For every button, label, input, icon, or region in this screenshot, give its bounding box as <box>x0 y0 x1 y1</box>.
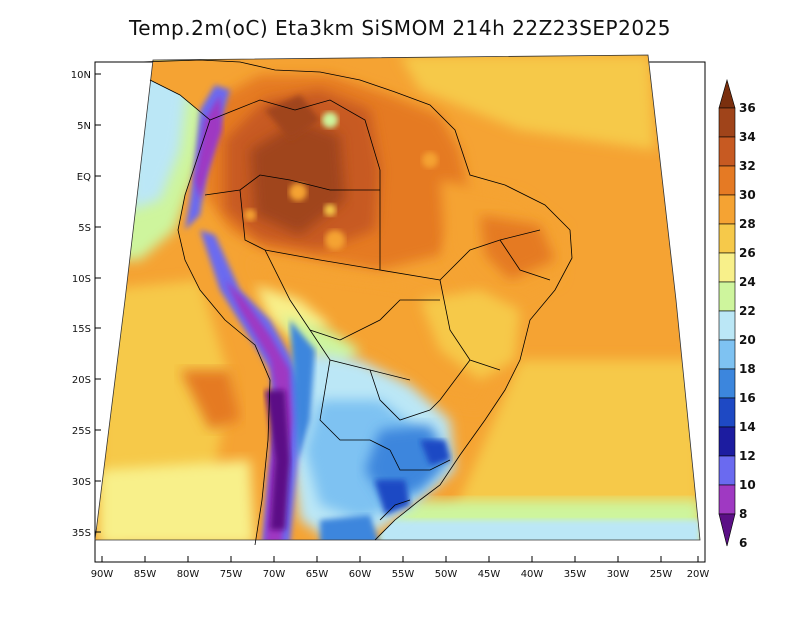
lon-label: 85W <box>134 569 157 580</box>
colorbar-label: 14 <box>739 420 756 434</box>
colorbar-swatch <box>718 397 736 428</box>
lon-label: 60W <box>349 569 372 580</box>
colorbar-label: 32 <box>739 159 756 173</box>
colorbar-label: 36 <box>739 101 756 115</box>
lon-label: 55W <box>392 569 415 580</box>
colorbar-label: 34 <box>739 130 756 144</box>
colorbar-label: 24 <box>739 275 756 289</box>
lon-label: 40W <box>521 569 544 580</box>
colorbar: 36 34 32 30 28 26 24 22 20 18 16 14 12 10 8 6 <box>718 78 756 550</box>
axes <box>95 73 699 562</box>
colorbar-swatch <box>718 252 736 283</box>
lon-label: 30W <box>607 569 630 580</box>
colorbar-swatch <box>718 107 736 138</box>
temperature-field <box>95 55 700 540</box>
colorbar-label: 18 <box>739 362 756 376</box>
lon-label: 20W <box>687 569 710 580</box>
colorbar-label: 6 <box>739 536 747 550</box>
colorbar-label: 20 <box>739 333 756 347</box>
colorbar-label: 26 <box>739 246 756 260</box>
colorbar-swatch <box>718 455 736 486</box>
lat-label: 5N <box>77 121 91 132</box>
lon-label: 65W <box>306 569 329 580</box>
lat-label: 25S <box>72 426 91 437</box>
colorbar-label: 16 <box>739 391 756 405</box>
lon-label: 90W <box>91 569 114 580</box>
colorbar-label: 10 <box>739 478 756 492</box>
lon-label: 80W <box>177 569 200 580</box>
colorbar-swatch <box>718 281 736 312</box>
colorbar-swatch <box>718 136 736 167</box>
lon-label: 35W <box>564 569 587 580</box>
colorbar-arrow-bottom <box>718 513 736 547</box>
lat-label: 35S <box>72 528 91 539</box>
colorbar-label: 22 <box>739 304 756 318</box>
lat-label: 5S <box>78 223 91 234</box>
lat-label: EQ <box>77 172 91 183</box>
colorbar-swatch <box>718 426 736 457</box>
lat-label: 15S <box>72 324 91 335</box>
lon-label: 70W <box>263 569 286 580</box>
domain-boundary <box>94 54 701 541</box>
colorbar-label: 8 <box>739 507 747 521</box>
colorbar-swatch <box>718 484 736 515</box>
colorbar-swatch <box>718 368 736 399</box>
lat-label: 20S <box>72 375 91 386</box>
colorbar-swatch <box>718 310 736 341</box>
lat-label: 30S <box>72 477 91 488</box>
lon-label: 25W <box>650 569 673 580</box>
lat-label: 10S <box>72 274 91 285</box>
lon-label: 50W <box>435 569 458 580</box>
colorbar-label: 30 <box>739 188 756 202</box>
colorbar-swatch <box>718 339 736 370</box>
colorbar-arrow-top <box>718 78 736 109</box>
colorbar-swatch <box>718 165 736 196</box>
political-borders <box>139 59 573 546</box>
colorbar-swatch <box>718 223 736 254</box>
colorbar-label: 12 <box>739 449 756 463</box>
lat-label: 10N <box>71 70 91 81</box>
colorbar-swatch <box>718 194 736 225</box>
map-title: Temp.2m(oC) Eta3km SiSMOM 214h 22Z23SEP2… <box>128 16 672 40</box>
lon-label: 45W <box>478 569 501 580</box>
colorbar-label: 28 <box>739 217 756 231</box>
lon-label: 75W <box>220 569 243 580</box>
